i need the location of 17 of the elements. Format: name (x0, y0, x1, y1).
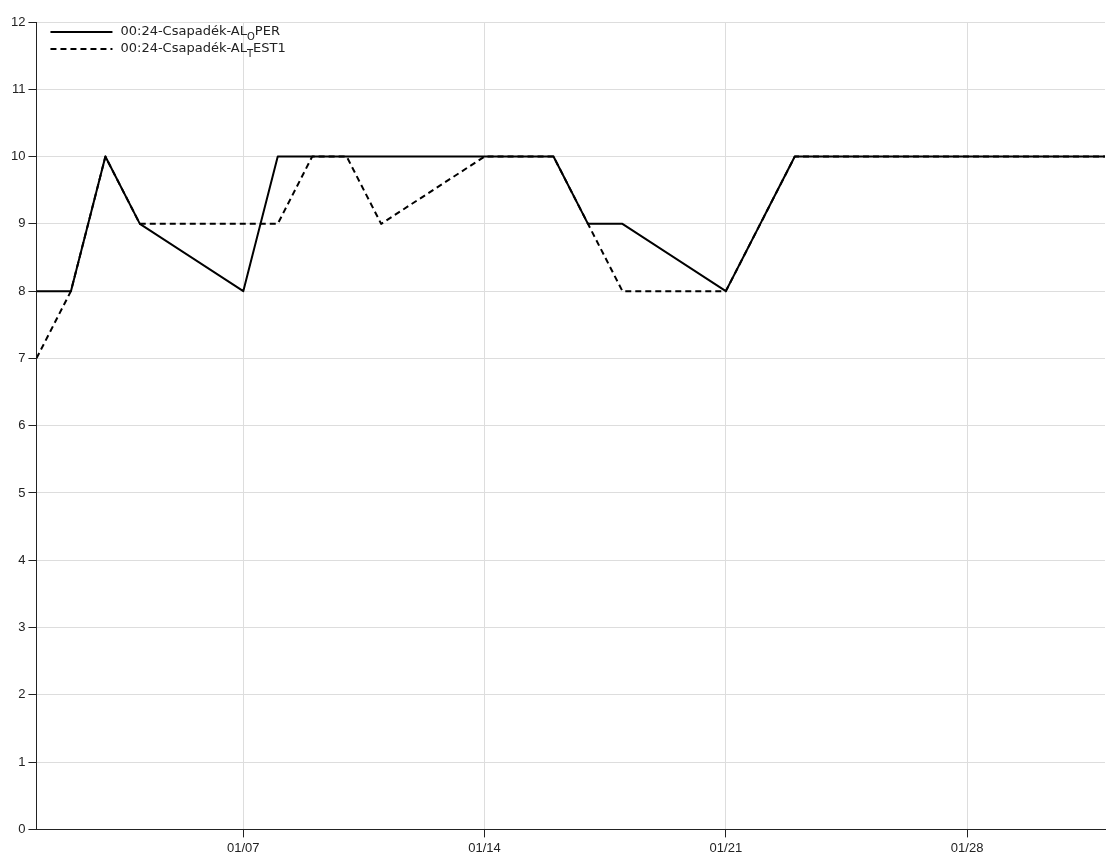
y-tick-label: 0 (18, 820, 26, 836)
y-tick-label: 9 (18, 215, 26, 231)
y-tick-label: 5 (18, 484, 26, 500)
y-tick-label: 3 (18, 619, 26, 635)
y-tick-label: 2 (18, 686, 26, 702)
y-tick-label: 11 (11, 80, 26, 96)
x-tick-label: 01/07 (227, 839, 260, 855)
y-tick-label: 6 (18, 417, 26, 433)
y-tick-label: 8 (18, 282, 26, 298)
y-tick-label: 10 (10, 148, 26, 164)
y-tick-label: 1 (18, 753, 26, 769)
x-tick-label: 01/21 (709, 839, 743, 855)
x-tick-label: 01/14 (468, 839, 501, 855)
y-tick-label: 7 (18, 349, 26, 365)
x-tick-label: 01/28 (950, 839, 984, 855)
y-tick-label: 4 (18, 551, 26, 567)
y-tick-label: 12 (10, 13, 26, 29)
